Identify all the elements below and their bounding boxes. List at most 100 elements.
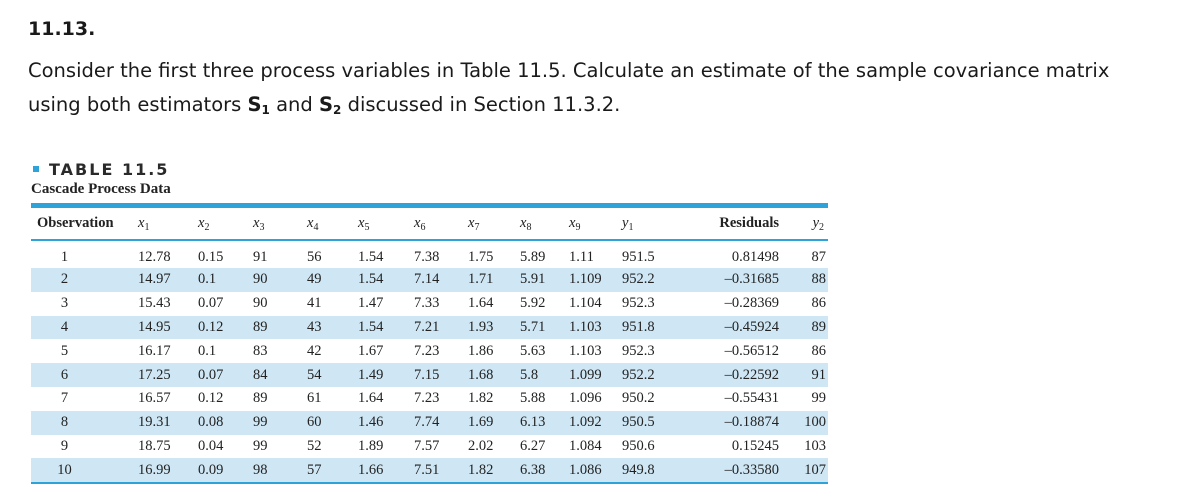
- cell-y2: 103: [804, 437, 826, 454]
- cell-x3: 89: [253, 318, 268, 335]
- cell-x9: 1.103: [569, 318, 602, 335]
- square-bullet-icon: [33, 166, 39, 172]
- header-x1: x1: [138, 208, 198, 241]
- cell-y2: 107: [804, 461, 826, 478]
- header-y2: y2: [799, 208, 828, 241]
- table-row: 9 18.75 0.04 99 52 1.89 7.57 2.02 6.27 1.084 950.6…: [31, 435, 828, 459]
- estimator-s1: S1: [247, 93, 270, 117]
- header-x2: x2: [198, 208, 253, 241]
- cell-x3: 91: [253, 249, 268, 265]
- cell-x9: 1.086: [569, 461, 602, 478]
- cell-y2: 100: [804, 414, 826, 431]
- cell-y2: 87: [811, 249, 827, 265]
- cell-x6: 7.51: [414, 461, 440, 478]
- cell-observation: 1: [60, 249, 69, 265]
- table-row: 4 14.95 0.12 89 43 1.54 7.21 1.93 5.71 1.103 951.8…: [31, 315, 828, 340]
- table-11-5: TABLE 11.5 Cascade Process Data Observat…: [31, 158, 828, 485]
- cell-x5: 1.54: [358, 249, 384, 265]
- cell-x8: 5.89: [520, 249, 546, 265]
- cell-x8: 5.71: [520, 318, 546, 335]
- table-row: 1 12.78 0.15 91 56 1.54 7.38 1.75 5.89 1.11 951.5 0…: [31, 240, 828, 268]
- cell-x3: 89: [253, 390, 268, 407]
- cell-y2: 89: [811, 318, 827, 335]
- cell-x9: 1.096: [569, 390, 602, 407]
- cell-x6: 7.38: [414, 249, 440, 265]
- table-bottom-rule: [31, 482, 828, 485]
- cell-x7: 1.71: [468, 271, 494, 288]
- problem-line-2-and: and: [269, 93, 319, 116]
- cell-x2: 0.07: [198, 366, 224, 383]
- cell-x4: 56: [307, 249, 322, 265]
- header-observation: Observation: [31, 208, 138, 241]
- cell-residual: 0.15245: [731, 437, 779, 454]
- cell-x6: 7.14: [414, 271, 440, 288]
- header-x3: x3: [253, 208, 307, 241]
- table-row: 2 14.97 0.1 90 49 1.54 7.14 1.71 5.91 1.109 952.2 –…: [31, 268, 828, 292]
- cell-x5: 1.89: [358, 437, 384, 454]
- cell-x2: 0.1: [198, 271, 217, 288]
- cell-x4: 49: [307, 271, 322, 288]
- table-caption: Cascade Process Data: [31, 181, 171, 197]
- cell-x7: 1.68: [468, 366, 494, 383]
- cell-x4: 57: [307, 461, 322, 478]
- header-x7: x7: [468, 208, 520, 241]
- cell-x8: 5.92: [520, 295, 546, 312]
- cell-x2: 0.15: [198, 249, 224, 265]
- table-row: 10 16.99 0.09 98 57 1.66 7.51 1.82 6.38 1.086 949.…: [31, 458, 828, 483]
- cell-x3: 99: [253, 414, 268, 431]
- cell-x1: 16.99: [138, 461, 171, 478]
- table-row: 3 15.43 0.07 90 41 1.47 7.33 1.64 5.92 1.104 952.3…: [31, 292, 828, 316]
- cell-x3: 83: [253, 342, 268, 359]
- cell-residual: –0.22592: [724, 366, 779, 383]
- cell-x8: 5.63: [520, 342, 546, 359]
- cell-x6: 7.15: [414, 366, 440, 383]
- cell-observation: 5: [60, 342, 69, 359]
- cell-observation: 9: [60, 437, 69, 454]
- cell-x5: 1.54: [358, 271, 384, 288]
- problem-text: Consider the first three process variabl…: [28, 54, 1168, 127]
- cell-x1: 16.17: [138, 342, 171, 359]
- cell-x3: 99: [253, 437, 268, 454]
- cell-x7: 2.02: [468, 437, 494, 454]
- estimator-s1-subscript: 1: [261, 103, 270, 117]
- table-body: 1 12.78 0.15 91 56 1.54 7.38 1.75 5.89 1.11 951.5 0…: [31, 240, 828, 483]
- table-row: 6 17.25 0.07 84 54 1.49 7.15 1.68 5.8 1.099 952.2 –…: [31, 363, 828, 387]
- cell-x5: 1.64: [358, 390, 384, 407]
- cell-x1: 14.97: [138, 271, 171, 288]
- cell-y2: 88: [811, 271, 827, 288]
- cell-x7: 1.69: [468, 414, 494, 431]
- cell-observation: 2: [60, 271, 69, 288]
- cell-x4: 61: [307, 390, 322, 407]
- header-x4: x4: [307, 208, 358, 241]
- cell-y2: 86: [811, 295, 827, 312]
- cell-residual: –0.45924: [724, 318, 779, 335]
- estimator-s1-letter: S: [247, 93, 262, 116]
- cell-x2: 0.04: [198, 437, 224, 454]
- table-title-row: TABLE 11.5: [31, 158, 828, 180]
- header-x8: x8: [520, 208, 569, 241]
- cell-observation: 7: [60, 390, 69, 407]
- cell-residual: –0.56512: [724, 342, 779, 359]
- cell-x4: 52: [307, 437, 322, 454]
- cell-x6: 7.74: [414, 414, 440, 431]
- estimator-s2: S2: [319, 93, 341, 117]
- cell-x1: 14.95: [138, 318, 171, 335]
- cell-x1: 15.43: [138, 295, 171, 312]
- cell-y2: 86: [811, 342, 827, 359]
- cell-x7: 1.93: [468, 318, 494, 335]
- header-x9: x9: [569, 208, 622, 241]
- cell-x9: 1.092: [569, 414, 602, 431]
- cell-y1: 950.2: [622, 390, 655, 407]
- table-row: 5 16.17 0.1 83 42 1.67 7.23 1.86 5.63 1.103 952.3 –…: [31, 339, 828, 363]
- cell-x6: 7.33: [414, 295, 440, 312]
- cell-observation: 4: [60, 318, 69, 335]
- cell-x9: 1.11: [569, 249, 594, 265]
- cell-x3: 90: [253, 271, 268, 288]
- header-y1: y1: [622, 208, 702, 241]
- cell-x6: 7.23: [414, 390, 440, 407]
- table-top-rule: [31, 203, 828, 208]
- table-row: 7 16.57 0.12 89 61 1.64 7.23 1.82 5.88 1.096 950.2…: [31, 387, 828, 411]
- cell-x7: 1.86: [468, 342, 494, 359]
- cell-x8: 6.38: [520, 461, 546, 478]
- cell-y1: 949.8: [622, 461, 655, 478]
